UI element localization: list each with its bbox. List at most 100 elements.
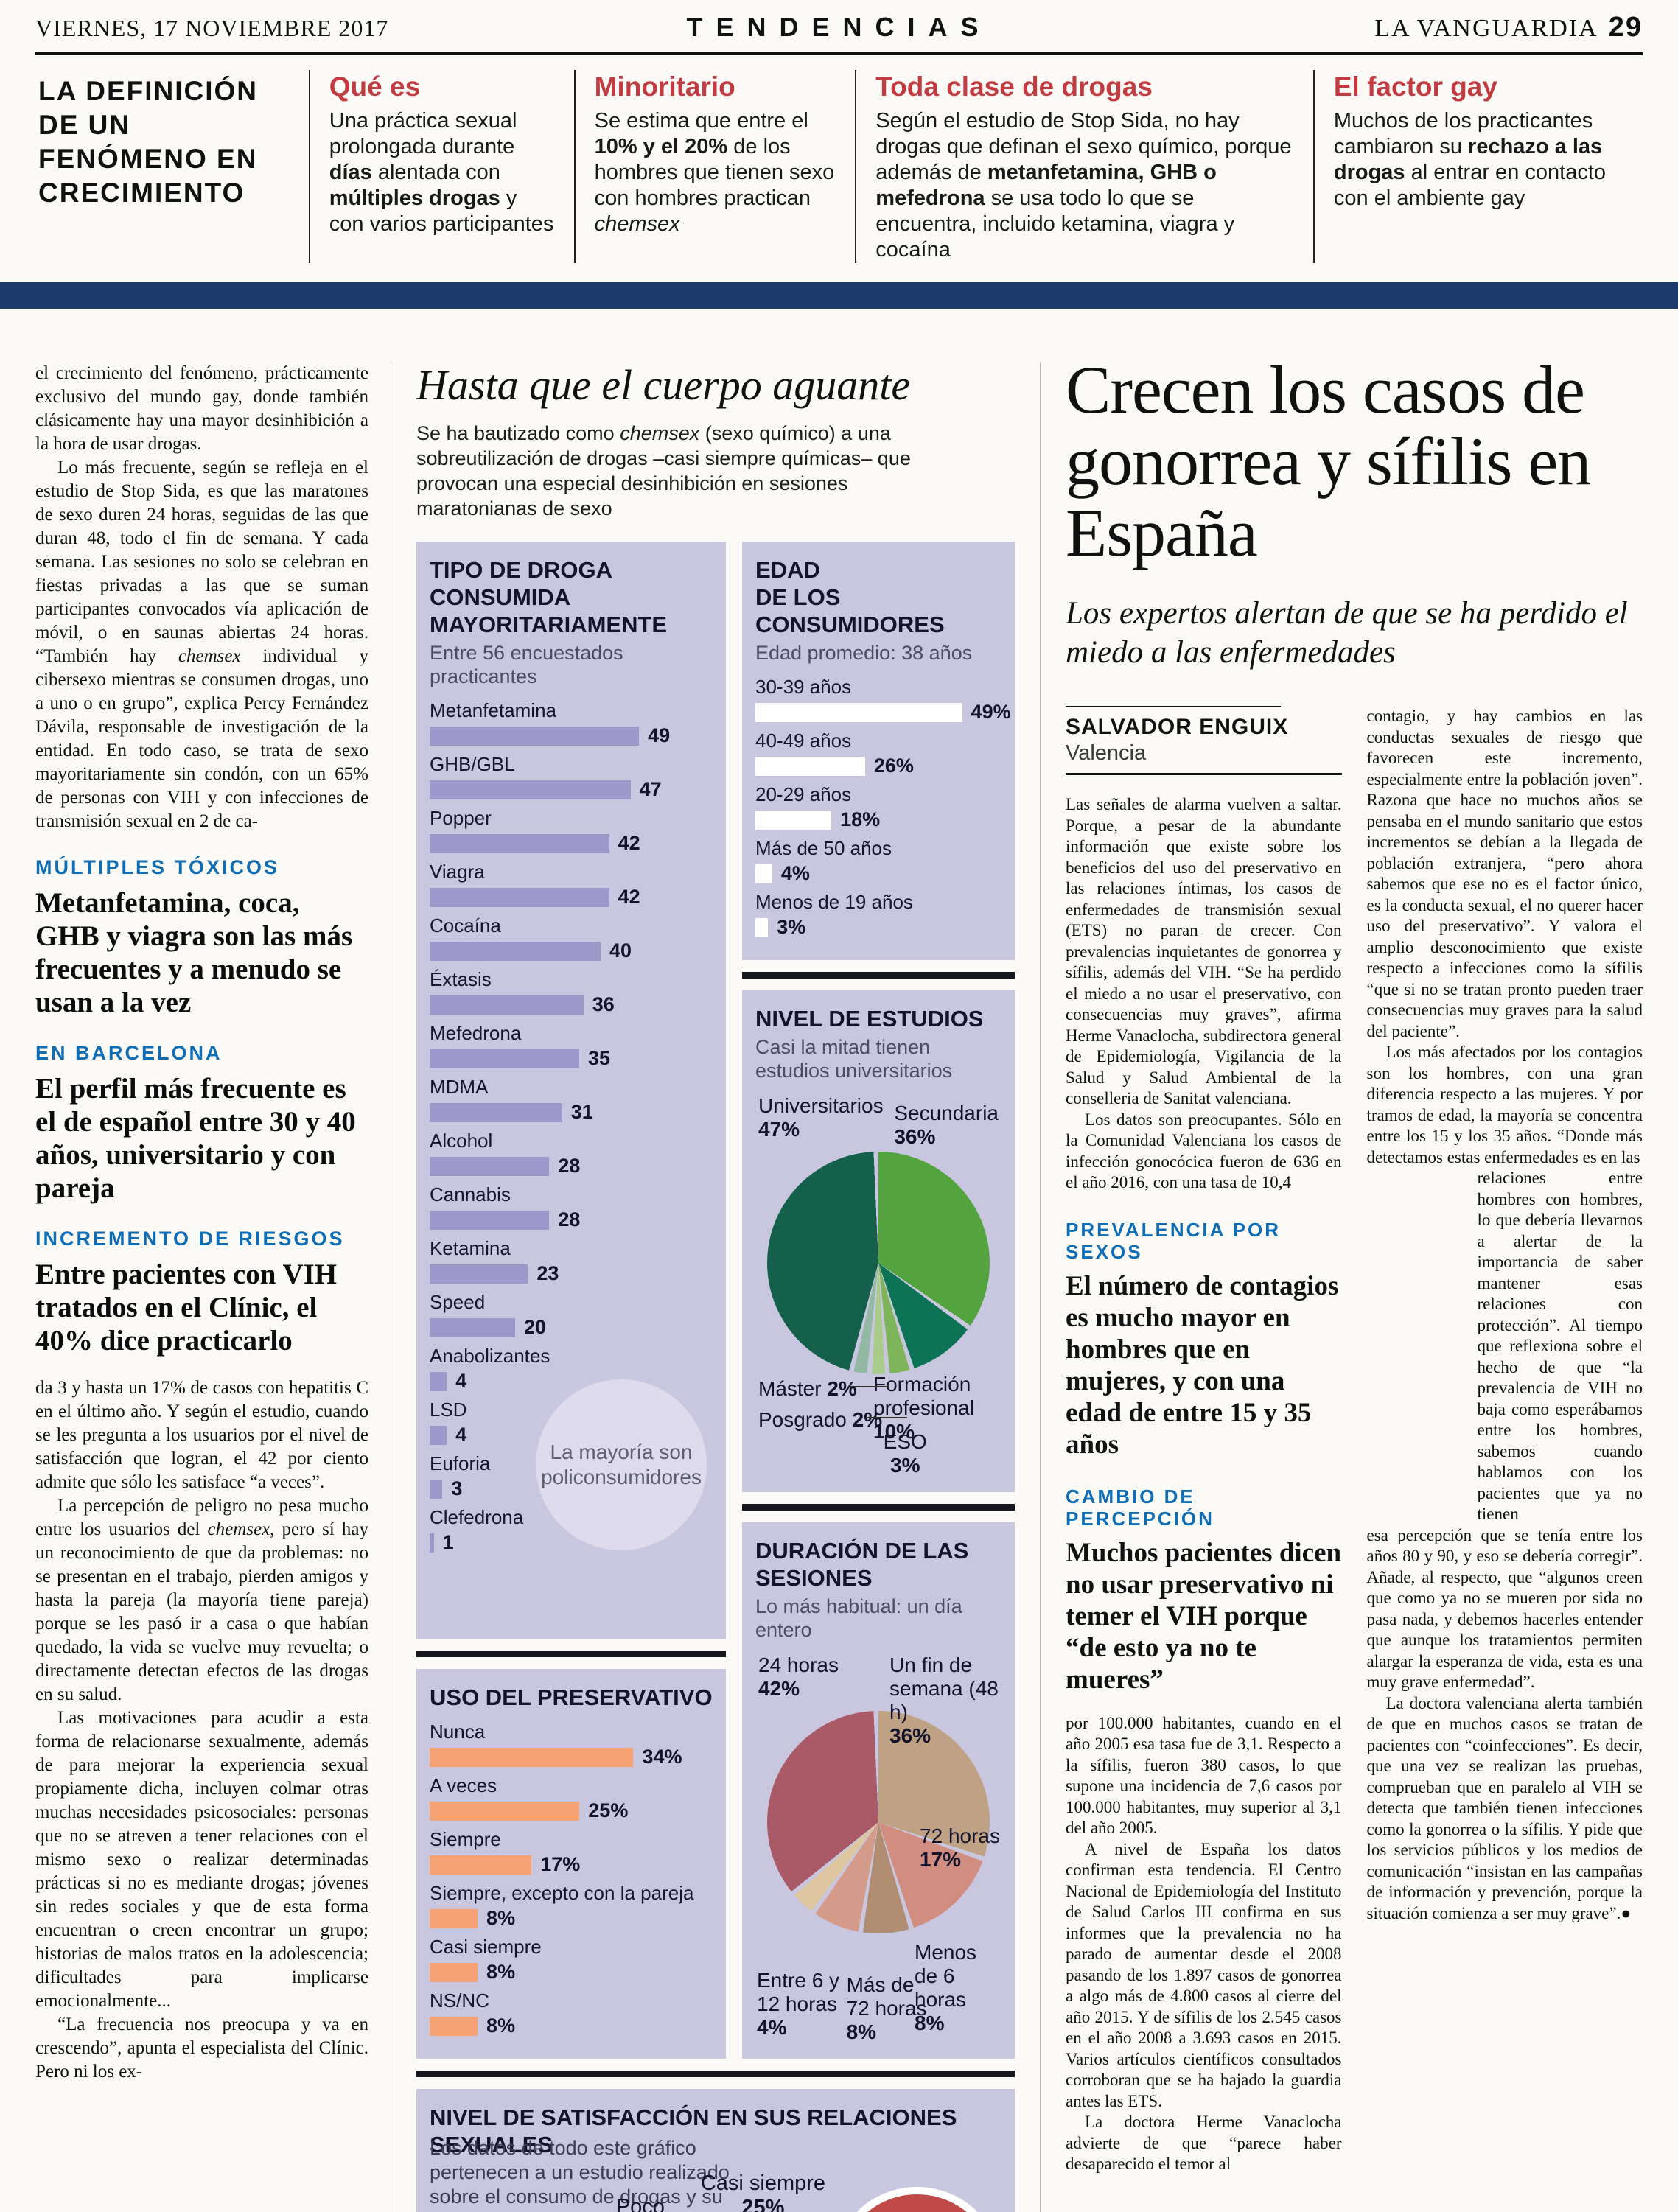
bar-row: Euforia 3 bbox=[430, 1453, 713, 1500]
pie-label-posgrado: Posgrado 2% bbox=[758, 1408, 882, 1432]
bar bbox=[430, 1102, 562, 1122]
panel-duracion-de-las-sesiones: DURACIÓN DE LAS SESIONES Lo más habitual… bbox=[742, 1522, 1015, 2059]
bar bbox=[430, 1747, 634, 1767]
deck: El número de contagios es mucho mayor en… bbox=[1066, 1270, 1339, 1460]
bar bbox=[430, 1371, 447, 1391]
subheadline: Los expertos alertan de que se ha perdid… bbox=[1066, 596, 1628, 670]
left-article-column: el crecimiento del fenómeno, prácticamen… bbox=[35, 362, 391, 2212]
pie-label-value: 10% bbox=[873, 1420, 915, 1443]
bar-value: 26% bbox=[873, 755, 914, 777]
bubble-item: Casi siempre 25% bbox=[696, 2171, 829, 2212]
paragraph: A nivel de España los datos confirman es… bbox=[1066, 1839, 1342, 2110]
pie-label-value: 2% bbox=[827, 1377, 857, 1400]
bar bbox=[430, 941, 601, 961]
brand: LA VANGUARDIA 29 bbox=[1374, 12, 1643, 43]
bar-value: 1 bbox=[442, 1531, 454, 1553]
article-col2-text-bottom: esa percepción que se tenía entre los añ… bbox=[1367, 1525, 1643, 1925]
pie-label-formacion-profesional: Formación profesional 10% bbox=[873, 1373, 999, 1443]
bar-line: 47 bbox=[430, 778, 713, 801]
paragraph: Las señales de alarma vuelven a saltar. … bbox=[1066, 795, 1342, 1107]
bar-value: 25% bbox=[588, 1799, 629, 1821]
bar-row: Nunca 34% bbox=[430, 1721, 713, 1768]
right-deck-cambio-de-percepcion: CAMBIO DE PERCEPCIÓN Muchos pacientes di… bbox=[1066, 1485, 1342, 1695]
infographic-title: Hasta que el cuerpo aguante bbox=[416, 361, 911, 409]
bar-line: 3% bbox=[755, 916, 1001, 939]
bar-row: NS/NC 8% bbox=[430, 1990, 713, 2037]
infographic: Hasta que el cuerpo aguante Se ha bautiz… bbox=[416, 362, 1015, 2212]
bar bbox=[430, 887, 609, 907]
pie-label-text: Secundaria bbox=[894, 1102, 999, 1124]
bubble-item: Poco17% bbox=[586, 2195, 695, 2212]
pie-label-text: Formación profesional bbox=[873, 1373, 974, 1419]
bar bbox=[430, 1264, 528, 1284]
bar-label: Siempre, excepto con la pareja bbox=[430, 1882, 694, 1904]
panel-note: Los datos de todo este gráfico pertenece… bbox=[430, 2137, 730, 2212]
pie-label-24-horas: 24 horas 42% bbox=[758, 1653, 839, 1701]
panel-title: DURACIÓN DE LAS SESIONES bbox=[755, 1538, 969, 1591]
pie-label-value: 36% bbox=[894, 1125, 936, 1148]
bar-value: 3 bbox=[451, 1477, 463, 1499]
bar-row: Cocaína 40 bbox=[430, 915, 713, 962]
navy-band bbox=[0, 282, 1678, 309]
divider-rule bbox=[416, 2071, 1015, 2077]
fact-box-que-es: Qué es Una práctica sexual prolongada du… bbox=[308, 70, 574, 263]
bar bbox=[430, 726, 640, 746]
pie-label-value: 36% bbox=[889, 1724, 931, 1747]
fact-box-toda-clase-de-drogas: Toda clase de drogas Según el estudio de… bbox=[855, 70, 1313, 263]
bubble: A veces42% bbox=[831, 2187, 1003, 2212]
date: VIERNES, 17 NOVIEMBRE 2017 bbox=[35, 15, 389, 41]
paragraph: La doctora valenciana alerta también de … bbox=[1366, 1693, 1643, 1922]
bar-row: Siempre 17% bbox=[430, 1829, 713, 1876]
bar-row: 30-39 años 49% bbox=[755, 676, 1011, 724]
fact-box-title: Minoritario bbox=[594, 71, 735, 102]
bar-value: 23 bbox=[536, 1262, 559, 1284]
bar-row: Más de 50 años 4% bbox=[755, 838, 1001, 885]
bar-label: Euforia bbox=[430, 1452, 491, 1474]
bar-label: Metanfetamina bbox=[430, 699, 556, 721]
fact-box-title: Qué es bbox=[329, 71, 421, 102]
bar-value: 20 bbox=[523, 1316, 547, 1338]
bar-line: 18% bbox=[755, 808, 1001, 831]
left-deck-multiples-toxicos: MÚLTIPLES TÓXICOS Metanfetamina, coca, G… bbox=[35, 855, 368, 1019]
fact-box-text: Según el estudio de Stop Sida, no hay dr… bbox=[875, 109, 1292, 262]
bar-value: 40 bbox=[609, 939, 632, 962]
panel-title: USO DEL PRESERVATIVO bbox=[430, 1684, 713, 1710]
pie-label-value: 4% bbox=[757, 2016, 787, 2039]
panel-uso-del-preservativo: USO DEL PRESERVATIVO Nunca 34% A veces 25% S… bbox=[416, 1669, 726, 2059]
bar-label: 30-39 años bbox=[755, 676, 852, 698]
byline-place: Valencia bbox=[1066, 741, 1147, 765]
masthead: VIERNES, 17 NOVIEMBRE 2017 TENDENCIAS LA… bbox=[35, 12, 1643, 55]
bar-label: Ketamina bbox=[430, 1237, 511, 1259]
bar bbox=[755, 917, 769, 937]
bar-row: Cannabis 28 bbox=[430, 1184, 713, 1231]
bar bbox=[430, 1908, 478, 1928]
bar-label: Clefedrona bbox=[430, 1506, 524, 1528]
duration-pie-chart bbox=[767, 1711, 990, 1933]
bar-label: Siempre bbox=[430, 1828, 501, 1850]
satisfaction-bubbles: Nunca4%Siempre12%Poco17%Casi siempre25%A… bbox=[428, 2171, 1003, 2212]
fact-box-title: Toda clase de drogas bbox=[875, 71, 1153, 102]
pie-label-text: Entre 6 y 12 horas bbox=[757, 1969, 840, 2015]
bar-row: LSD 4 bbox=[430, 1399, 713, 1446]
fact-box-minoritario: Minoritario Se estima que entre el 10% y… bbox=[573, 70, 856, 263]
bar-line: 49 bbox=[430, 724, 713, 747]
article-column-1: SALVADOR ENGUIX Valencia Las señales de … bbox=[1066, 706, 1342, 2175]
pie-label-value: 3% bbox=[890, 1454, 920, 1477]
bar-value: 4% bbox=[780, 862, 810, 884]
pie-label-text: ESO bbox=[883, 1430, 927, 1453]
infographic-grid: TIPO DE DROGA CONSUMIDA MAYORITARIAMENTE… bbox=[416, 542, 1015, 2059]
paragraph: Las motivaciones para acudir a esta form… bbox=[35, 1708, 368, 2011]
pie-label-text: Universitarios bbox=[758, 1094, 884, 1117]
right-article: Crecen los casos de gonorrea y sífilis e… bbox=[1040, 354, 1643, 2212]
bar bbox=[755, 864, 772, 883]
bar-line: 8% bbox=[430, 1907, 713, 1930]
bar-value: 42 bbox=[618, 832, 640, 854]
kicker: CAMBIO DE PERCEPCIÓN bbox=[1066, 1485, 1214, 1530]
paragraph: por 100.000 habitantes, cuando en el año… bbox=[1066, 1713, 1342, 1838]
paragraph: contagio, y hay cambios en las conductas… bbox=[1366, 707, 1643, 1040]
bar-line: 4 bbox=[430, 1370, 713, 1393]
panel-title: NIVEL DE SATISFACCIÓN EN SUS RELACIONES … bbox=[430, 2104, 957, 2157]
pie-label-text: Posgrado bbox=[758, 1408, 847, 1431]
bar-row: Popper 42 bbox=[430, 808, 713, 855]
bar bbox=[430, 1533, 434, 1553]
